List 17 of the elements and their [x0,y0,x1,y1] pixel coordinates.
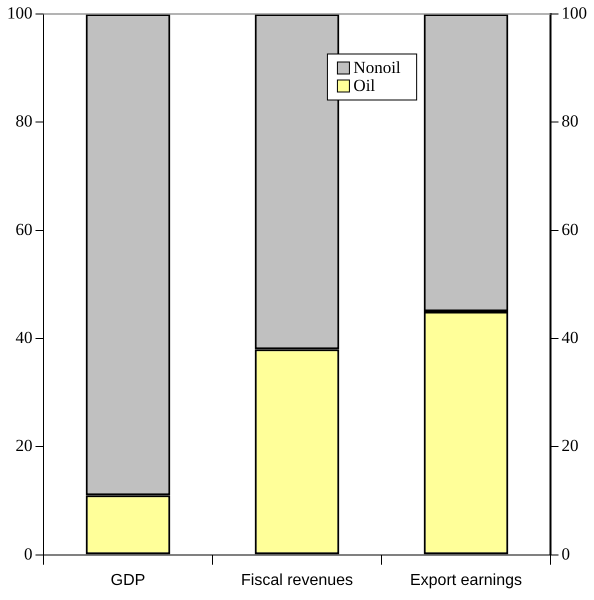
y-tick-label: 20 [16,436,32,456]
y-tick-label: 40 [16,328,32,347]
y2-tick-label: 60 [562,220,578,239]
y2-tick-label: 100 [562,3,587,22]
legend-label: Nonoil [353,58,401,77]
y2-tick-label: 20 [562,436,578,456]
y-tick-label: 0 [24,544,32,564]
y2-tick-label: 40 [562,328,578,347]
x-tick-label: GDP [110,572,146,589]
y-tick-label: 60 [16,220,32,239]
y-tick-label: 100 [7,3,32,22]
y2-tick-label: 80 [562,112,578,131]
x-tick-label: Fiscal revenues [240,572,354,589]
y-tick-label: 80 [16,112,32,131]
x-tick-label: Export earnings [410,572,522,589]
legend-label: Oil [353,76,376,95]
y2-tick-label: 0 [562,544,570,564]
